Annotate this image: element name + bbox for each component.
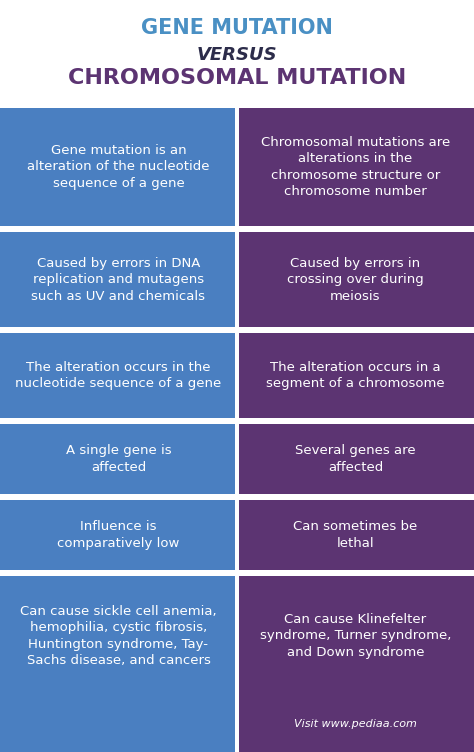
Text: CHROMOSOMAL MUTATION: CHROMOSOMAL MUTATION [68, 68, 406, 88]
Text: Several genes are
affected: Several genes are affected [295, 444, 416, 474]
Bar [239, 696, 474, 752]
Bar [239, 500, 474, 570]
Bar [239, 232, 474, 327]
Text: Influence is
comparatively low: Influence is comparatively low [57, 520, 180, 550]
Bar [239, 108, 474, 226]
Bar [0, 108, 235, 226]
Text: VERSUS: VERSUS [197, 46, 277, 64]
Text: Caused by errors in
crossing over during
meiosis: Caused by errors in crossing over during… [287, 256, 424, 302]
Text: The alteration occurs in a
segment of a chromosome: The alteration occurs in a segment of a … [266, 361, 445, 390]
Bar [0, 333, 235, 418]
Text: Can cause Klinefelter
syndrome, Turner syndrome,
and Down syndrome: Can cause Klinefelter syndrome, Turner s… [260, 613, 451, 659]
Text: Can cause sickle cell anemia,
hemophilia, cystic fibrosis,
Huntington syndrome, : Can cause sickle cell anemia, hemophilia… [20, 605, 217, 667]
Bar [239, 576, 474, 696]
Text: Can sometimes be
lethal: Can sometimes be lethal [293, 520, 418, 550]
Text: Visit www.pediaa.com: Visit www.pediaa.com [294, 719, 417, 729]
Bar [239, 333, 474, 418]
Text: Chromosomal mutations are
alterations in the
chromosome structure or
chromosome : Chromosomal mutations are alterations in… [261, 136, 450, 199]
Bar [239, 424, 474, 494]
Text: A single gene is
affected: A single gene is affected [66, 444, 171, 474]
Text: The alteration occurs in the
nucleotide sequence of a gene: The alteration occurs in the nucleotide … [15, 361, 222, 390]
Bar [0, 576, 235, 696]
Text: Caused by errors in DNA
replication and mutagens
such as UV and chemicals: Caused by errors in DNA replication and … [31, 256, 206, 302]
Text: Gene mutation is an
alteration of the nucleotide
sequence of a gene: Gene mutation is an alteration of the nu… [27, 144, 210, 190]
Bar [0, 232, 235, 327]
Bar [0, 500, 235, 570]
Bar [0, 424, 235, 494]
Text: GENE MUTATION: GENE MUTATION [141, 18, 333, 38]
Bar [0, 696, 235, 752]
